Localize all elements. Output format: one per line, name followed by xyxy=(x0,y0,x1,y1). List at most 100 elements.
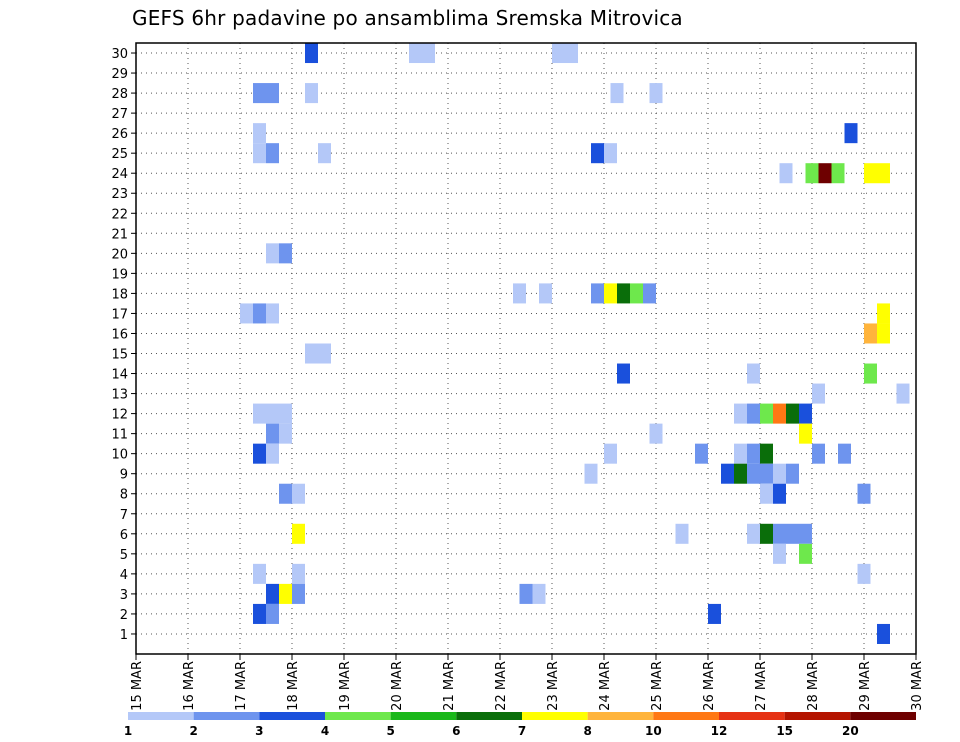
y-tick-label: 8 xyxy=(120,488,128,503)
precip-cell xyxy=(240,303,253,324)
y-tick-label: 19 xyxy=(111,267,128,282)
x-tick-label: 26 MAR xyxy=(702,661,717,711)
y-tick-label: 11 xyxy=(111,428,128,443)
precip-cell xyxy=(279,483,292,504)
precip-cell xyxy=(877,303,890,324)
y-tick-label: 24 xyxy=(111,167,128,182)
precip-cell xyxy=(630,283,643,304)
legend-label: 10 xyxy=(645,724,662,738)
precip-cell xyxy=(760,523,773,544)
precip-cell xyxy=(565,43,578,64)
x-tick-label: 27 MAR xyxy=(754,661,769,711)
precip-cell xyxy=(812,443,825,464)
precip-cell xyxy=(591,143,604,164)
precip-cell xyxy=(279,243,292,264)
precip-cell xyxy=(844,123,858,144)
precip-cell xyxy=(266,243,279,264)
precip-cell xyxy=(617,363,630,384)
precip-cell xyxy=(877,623,890,644)
precip-cell xyxy=(773,483,786,504)
precip-cell xyxy=(422,43,435,64)
x-tick-label: 25 MAR xyxy=(650,661,665,711)
legend-swatch xyxy=(850,712,916,720)
precip-cell xyxy=(799,403,812,424)
precip-cell xyxy=(857,563,871,584)
legend-swatch xyxy=(456,712,522,720)
precip-cell xyxy=(409,43,422,64)
precip-cell xyxy=(721,463,734,484)
precip-cell xyxy=(760,483,773,504)
y-tick-label: 12 xyxy=(111,408,128,423)
x-tick-label: 18 MAR xyxy=(286,661,301,711)
precip-cell xyxy=(532,583,546,604)
precip-cell xyxy=(253,143,266,164)
precip-cell xyxy=(786,523,799,544)
x-tick-label: 16 MAR xyxy=(182,661,197,711)
y-tick-label: 29 xyxy=(111,67,128,82)
precip-cell xyxy=(584,463,598,484)
precip-cell xyxy=(734,403,747,424)
legend-label: 7 xyxy=(518,724,526,738)
legend-swatch xyxy=(259,712,325,720)
y-tick-label: 23 xyxy=(111,187,128,202)
precip-cell xyxy=(779,163,793,184)
y-tick-label: 18 xyxy=(111,287,128,302)
legend-swatch xyxy=(522,712,588,720)
precip-cell xyxy=(305,343,318,364)
legend-label: 20 xyxy=(842,724,859,738)
y-tick-label: 25 xyxy=(111,147,128,162)
precip-cell xyxy=(695,443,708,464)
precip-cell xyxy=(747,363,760,384)
x-tick-label: 24 MAR xyxy=(598,661,613,711)
precip-cell xyxy=(747,523,760,544)
x-tick-label: 30 MAR xyxy=(910,661,925,711)
legend-label: 1 xyxy=(124,724,132,738)
precip-cell xyxy=(812,383,825,404)
precip-cell xyxy=(799,423,812,444)
precip-cell xyxy=(279,423,292,444)
precip-cell xyxy=(253,123,266,144)
legend-label: 6 xyxy=(452,724,460,738)
plot-frame xyxy=(135,42,917,655)
precip-cell xyxy=(786,463,799,484)
precip-cell xyxy=(253,83,266,104)
precip-cell xyxy=(266,83,279,104)
precip-cell xyxy=(266,143,279,164)
precip-cell xyxy=(773,463,786,484)
precip-cell xyxy=(318,343,331,364)
precip-cell xyxy=(877,163,890,184)
y-tick-label: 16 xyxy=(111,327,128,342)
precip-cell xyxy=(864,163,877,184)
precip-cell xyxy=(513,283,526,304)
y-tick-label: 13 xyxy=(111,388,128,403)
precip-cell xyxy=(253,403,266,424)
precip-cell xyxy=(773,403,786,424)
precip-cell xyxy=(799,543,812,564)
y-tick-label: 1 xyxy=(120,628,128,643)
precip-cell xyxy=(747,443,760,464)
y-tick-label: 28 xyxy=(111,87,128,102)
precip-cell xyxy=(649,423,663,444)
x-tick-label: 23 MAR xyxy=(546,661,561,711)
legend-label: 3 xyxy=(255,724,263,738)
precip-cell xyxy=(266,603,279,624)
precip-cell xyxy=(266,303,279,324)
y-tick-label: 14 xyxy=(111,368,128,383)
precip-cell xyxy=(643,283,656,304)
precip-cell xyxy=(760,463,773,484)
precip-cell xyxy=(857,483,871,504)
precip-cell xyxy=(747,463,760,484)
y-tick-label: 5 xyxy=(120,548,128,563)
x-tick-label: 20 MAR xyxy=(390,661,405,711)
precip-cell xyxy=(279,403,292,424)
precip-cell xyxy=(591,283,604,304)
precip-cell xyxy=(617,283,630,304)
y-tick-label: 21 xyxy=(111,227,128,242)
precip-cell xyxy=(305,43,318,64)
precip-cell xyxy=(266,423,279,444)
legend-swatch xyxy=(587,712,654,720)
legend-swatch xyxy=(719,712,785,720)
precip-cell xyxy=(760,403,773,424)
precip-cell xyxy=(292,583,305,604)
